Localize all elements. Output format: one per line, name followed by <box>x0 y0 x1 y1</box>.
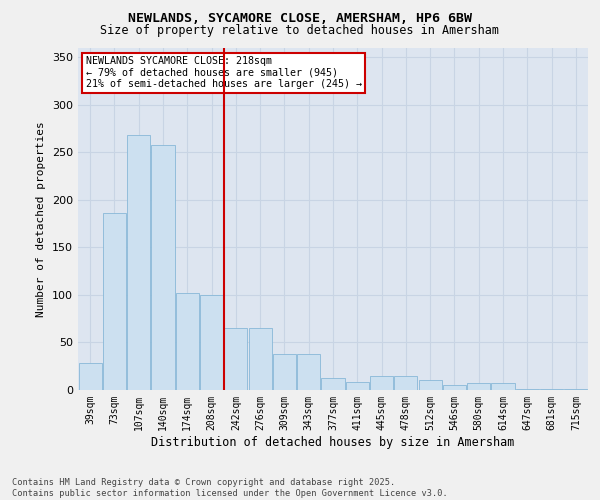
Bar <box>370 376 393 390</box>
Y-axis label: Number of detached properties: Number of detached properties <box>37 121 46 316</box>
Bar <box>443 385 466 390</box>
Bar <box>346 382 369 390</box>
Bar <box>273 354 296 390</box>
Bar <box>322 378 344 390</box>
Text: Contains HM Land Registry data © Crown copyright and database right 2025.
Contai: Contains HM Land Registry data © Crown c… <box>12 478 448 498</box>
Bar <box>565 389 587 390</box>
Bar <box>394 376 418 390</box>
Bar <box>151 144 175 390</box>
Bar <box>248 328 272 390</box>
Text: NEWLANDS, SYCAMORE CLOSE, AMERSHAM, HP6 6BW: NEWLANDS, SYCAMORE CLOSE, AMERSHAM, HP6 … <box>128 12 472 26</box>
Bar <box>491 384 515 390</box>
Bar <box>200 295 223 390</box>
Bar <box>224 328 247 390</box>
Bar <box>467 384 490 390</box>
Bar <box>516 389 539 390</box>
Bar <box>79 364 101 390</box>
Bar <box>176 293 199 390</box>
Bar <box>127 135 150 390</box>
Text: NEWLANDS SYCAMORE CLOSE: 218sqm
← 79% of detached houses are smaller (945)
21% o: NEWLANDS SYCAMORE CLOSE: 218sqm ← 79% of… <box>86 56 362 90</box>
X-axis label: Distribution of detached houses by size in Amersham: Distribution of detached houses by size … <box>151 436 515 448</box>
Bar <box>103 213 126 390</box>
Text: Size of property relative to detached houses in Amersham: Size of property relative to detached ho… <box>101 24 499 37</box>
Bar <box>419 380 442 390</box>
Bar <box>297 354 320 390</box>
Bar <box>540 389 563 390</box>
